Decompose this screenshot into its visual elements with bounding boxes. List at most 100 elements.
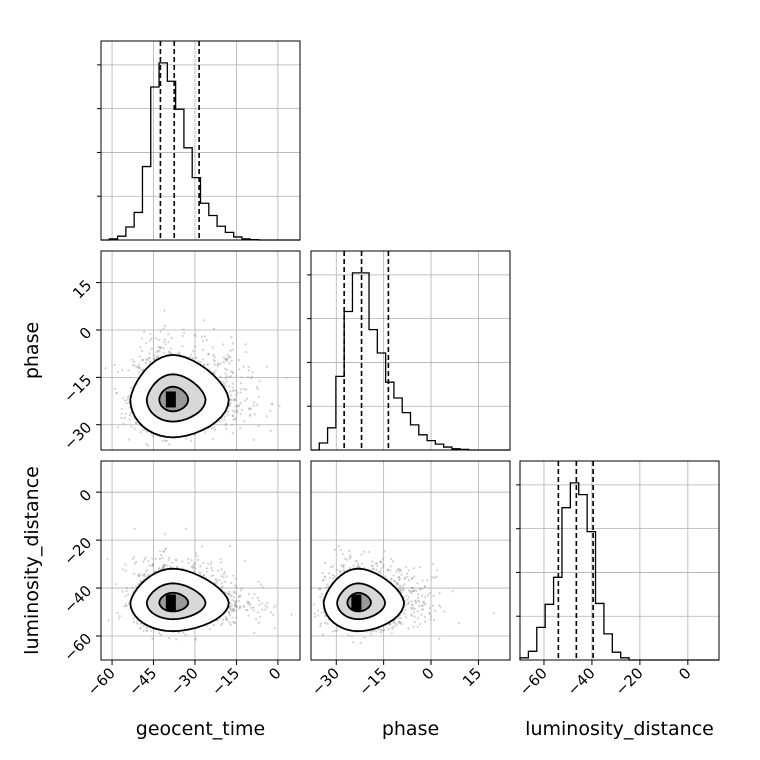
scatter-point	[123, 605, 126, 608]
scatter-point	[416, 582, 419, 585]
scatter-point	[339, 570, 342, 573]
scatter-point	[239, 589, 242, 592]
scatter-point	[331, 565, 334, 568]
scatter-point	[411, 577, 414, 580]
scatter-point	[398, 620, 401, 623]
scatter-point	[128, 394, 131, 397]
scatter-point	[142, 624, 145, 627]
scatter-point	[127, 369, 130, 372]
scatter-point	[122, 422, 125, 425]
scatter-point	[145, 358, 149, 362]
scatter-point	[163, 309, 166, 312]
scatter-point	[423, 620, 427, 623]
scatter-point	[122, 397, 125, 400]
scatter-point	[126, 398, 129, 401]
scatter-point	[164, 343, 167, 346]
scatter-point	[392, 625, 396, 628]
scatter-point	[428, 606, 432, 610]
scatter-point	[231, 389, 234, 393]
scatter-point	[371, 560, 374, 563]
scatter-point	[124, 603, 128, 606]
scatter-point	[253, 593, 256, 596]
scatter-point	[207, 562, 210, 565]
scatter-point	[212, 358, 215, 362]
scatter-point	[220, 582, 224, 585]
scatter-point	[167, 333, 170, 336]
scatter-point	[313, 612, 316, 615]
scatter-point	[168, 443, 171, 446]
panel-frame	[519, 460, 720, 661]
scatter-point	[420, 613, 423, 616]
scatter-point	[326, 583, 329, 586]
joint-panel-geocent_time-phase	[100, 250, 301, 451]
scatter-point	[158, 567, 161, 570]
scatter-point	[225, 575, 228, 578]
scatter-point	[228, 404, 231, 407]
scatter-point	[162, 327, 165, 330]
scatter-point	[225, 375, 228, 378]
scatter-point	[167, 558, 170, 561]
scatter-point	[253, 401, 256, 404]
scatter-point	[141, 358, 144, 362]
scatter-point	[181, 345, 184, 348]
scatter-point	[375, 630, 378, 633]
scatter-point	[360, 553, 363, 556]
scatter-point	[141, 428, 145, 431]
scatter-point	[152, 562, 155, 566]
scatter-point	[145, 442, 148, 446]
scatter-point	[128, 413, 132, 417]
scatter-point	[240, 587, 244, 590]
scatter-point	[319, 625, 322, 628]
scatter-point	[216, 569, 219, 572]
scatter-point	[158, 346, 161, 349]
scatter-point	[227, 356, 231, 359]
scatter-point	[235, 586, 238, 589]
scatter-point	[439, 606, 442, 609]
scatter-point	[229, 370, 232, 373]
scatter-point	[164, 439, 167, 443]
scatter-point	[411, 614, 414, 617]
scatter-point	[341, 552, 344, 556]
x-tick-label: −60	[84, 664, 119, 699]
scatter-point	[162, 564, 165, 567]
scatter-point	[390, 632, 393, 635]
scatter-point	[258, 599, 261, 602]
scatter-point	[195, 555, 198, 558]
scatter-point	[351, 641, 355, 644]
scatter-point	[151, 563, 154, 566]
scatter-point	[413, 615, 416, 618]
panel-frame	[310, 460, 511, 661]
scatter-point	[220, 574, 223, 578]
scatter-point	[121, 590, 124, 593]
scatter-point	[158, 557, 162, 560]
scatter-point	[132, 617, 135, 620]
scatter-point	[211, 346, 214, 349]
scatter-point	[421, 587, 424, 590]
y-tick-label: 15	[69, 276, 95, 302]
panel-frame	[100, 40, 301, 241]
scatter-point	[322, 579, 325, 582]
scatter-point	[139, 431, 142, 434]
scatter-point	[249, 407, 252, 410]
scatter-point	[228, 621, 231, 624]
scatter-point	[151, 637, 154, 640]
scatter-point	[234, 603, 237, 606]
scatter-point	[320, 593, 323, 596]
scatter-point	[233, 399, 236, 402]
scatter-point	[194, 552, 197, 555]
scatter-point	[399, 569, 402, 572]
scatter-point	[221, 585, 224, 588]
scatter-point	[123, 399, 127, 402]
scatter-point	[131, 586, 134, 589]
scatter-point	[107, 619, 110, 622]
scatter-point	[228, 611, 231, 614]
scatter-point	[239, 412, 242, 416]
scatter-point	[407, 595, 410, 599]
scatter-point	[124, 569, 128, 572]
scatter-point	[433, 576, 436, 579]
scatter-point	[106, 557, 109, 561]
scatter-point	[233, 600, 236, 603]
scatter-point	[248, 408, 251, 411]
scatter-point	[218, 578, 221, 582]
scatter-point	[272, 606, 276, 609]
